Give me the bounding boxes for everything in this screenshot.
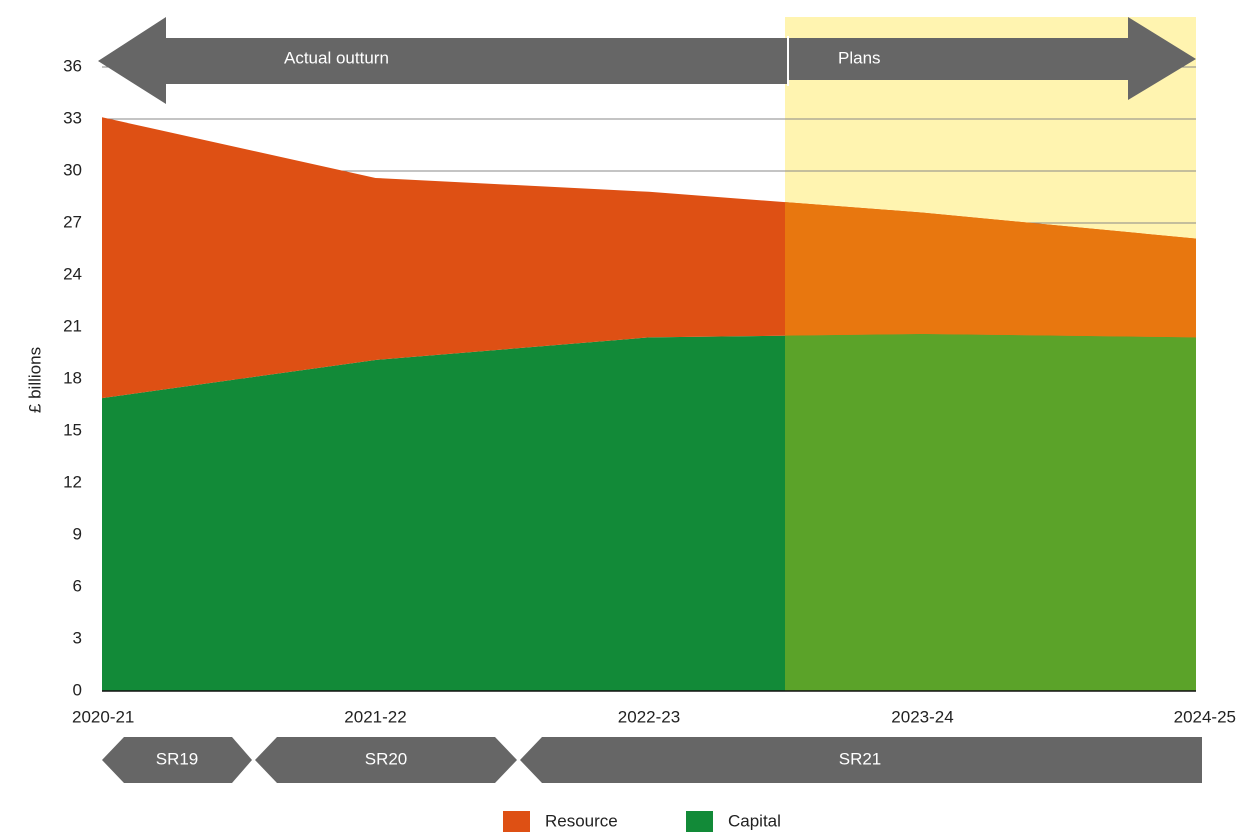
x-tick-label: 2021-22 [344,707,406,726]
legend-swatch [686,811,713,832]
y-tick-label: 24 [63,264,82,283]
area-plans [785,202,1196,338]
x-tick-label: 2020-21 [72,707,134,726]
y-tick-label: 6 [73,576,82,595]
y-tick-label: 0 [73,680,82,699]
period-label: Actual outturn [284,48,389,67]
y-tick-label: 3 [73,628,82,647]
x-tick-label: 2023-24 [891,707,953,726]
period-label: Plans [838,48,881,67]
y-tick-label: 27 [63,212,82,231]
y-axis-label: £ billions [25,347,44,413]
x-tick-label: 2024-25 [1174,707,1236,726]
x-tick-label: 2022-23 [618,707,680,726]
legend-label: Capital [728,811,781,830]
outturn-arrow [98,17,787,104]
sr-label: SR20 [365,749,408,768]
y-tick-label: 33 [63,108,82,127]
area-plans [785,333,1196,691]
y-tick-label: 21 [63,316,82,335]
y-tick-label: 18 [63,368,82,387]
sr-arrow [255,737,517,783]
sr-label: SR21 [839,749,882,768]
legend-label: Resource [545,811,618,830]
y-tick-label: 36 [63,56,82,75]
y-tick-label: 9 [73,524,82,543]
plans-arrow [789,17,1196,100]
legend-swatch [503,811,530,832]
sr-arrow [520,737,1202,783]
y-tick-label: 15 [63,420,82,439]
y-tick-label: 30 [63,160,82,179]
y-tick-label: 12 [63,472,82,491]
sr-arrow [102,737,252,783]
sr-label: SR19 [156,749,199,768]
